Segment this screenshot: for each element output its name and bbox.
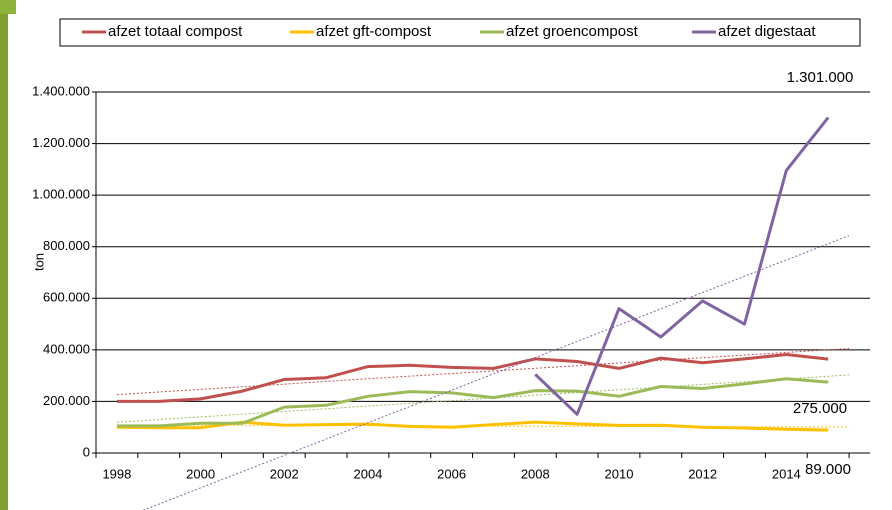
y-tick-label: 400.000 xyxy=(43,341,90,356)
legend-box xyxy=(59,18,861,47)
x-tick-label: 2008 xyxy=(521,466,550,481)
y-tick-label: 200.000 xyxy=(43,393,90,408)
x-tick-label: 2002 xyxy=(270,466,299,481)
x-tick-label: 2014 xyxy=(772,466,801,481)
left-strip xyxy=(0,0,8,510)
x-tick-label: 2000 xyxy=(186,466,215,481)
y-tick-label: 1.000.000 xyxy=(32,187,90,202)
y-axis-label: ton xyxy=(31,253,46,271)
series-line xyxy=(116,377,829,428)
y-tick-label: 1.400.000 xyxy=(32,83,90,98)
legend-label: afzet groencompost xyxy=(506,23,639,40)
series-line xyxy=(534,116,830,416)
y-tick-label: 0 xyxy=(83,444,90,459)
legend-label: afzet gft-compost xyxy=(316,23,432,40)
legend-label: afzet digestaat xyxy=(718,23,816,40)
x-tick-label: 2006 xyxy=(437,466,466,481)
series-line xyxy=(116,353,829,403)
annotation: 275.000 xyxy=(793,400,847,417)
y-tick-label: 600.000 xyxy=(43,290,90,305)
y-tick-label: 1.200.000 xyxy=(32,135,90,150)
x-tick-label: 2004 xyxy=(353,466,382,481)
x-tick-label: 1998 xyxy=(102,466,131,481)
corner-square xyxy=(0,0,16,14)
annotation: 89.000 xyxy=(805,461,851,478)
annotation: 1.301.000 xyxy=(787,69,854,86)
x-tick-label: 2010 xyxy=(605,466,634,481)
y-tick-label: 800.000 xyxy=(43,238,90,253)
legend-label: afzet totaal compost xyxy=(108,23,243,40)
x-tick-label: 2012 xyxy=(688,466,717,481)
trendline xyxy=(142,235,850,510)
